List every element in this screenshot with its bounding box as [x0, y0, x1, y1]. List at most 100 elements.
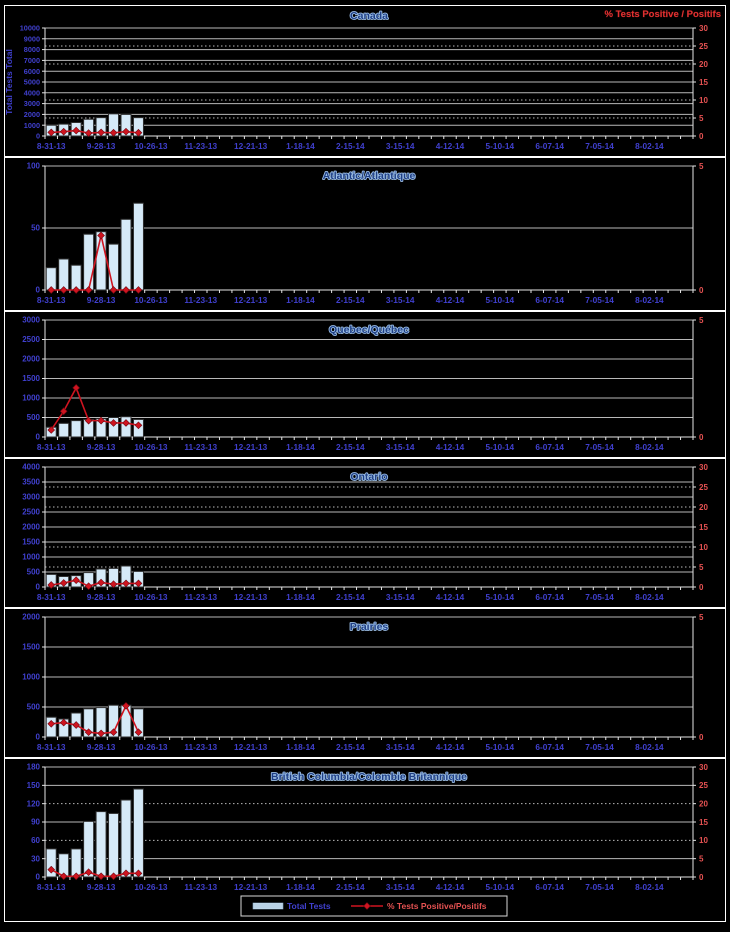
right-tick-label: 5: [699, 316, 704, 325]
x-tick-label: 9-28-13: [87, 882, 116, 892]
x-tick-label: 1-18-14: [286, 592, 315, 602]
gridlines: [45, 319, 693, 418]
legend-diamond-marker: [363, 902, 371, 910]
axes: [42, 319, 696, 440]
x-tick-label: 6-07-14: [535, 882, 564, 892]
left-tick-label: 0: [36, 583, 41, 592]
diamond-marker: [97, 578, 105, 587]
x-tick-label: 4-12-14: [436, 295, 465, 305]
panel-title: Quebec/Québec: [329, 324, 409, 336]
x-axis-labels: 8-31-13 9-28-13 10-26-13 11-23-13 12-21-13 1-…: [37, 442, 664, 452]
diamond-marker: [72, 384, 80, 392]
left-axis-title: Total Tests Total: [5, 49, 14, 115]
bar: [58, 422, 70, 438]
left-tick-label: 10000: [20, 24, 40, 33]
panel-title: Canada: [350, 10, 388, 22]
x-tick-label: 3-15-14: [386, 442, 415, 452]
left-tick-label: 90: [31, 818, 40, 827]
diamond-marker: [134, 286, 143, 294]
bar: [132, 202, 144, 291]
bc-chart: 0 30 60 90 120 150 180 0 5 10 15 20 25 30 8-31-13 9-28-…: [27, 763, 708, 917]
diamond-marker: [59, 579, 68, 587]
right-tick-label: 20: [699, 799, 708, 808]
x-tick-label: 11-23-13: [184, 592, 217, 602]
x-tick-label: 2-15-14: [336, 742, 365, 752]
x-tick-label: 1-18-14: [286, 141, 315, 151]
x-tick-label: 10-26-13: [134, 742, 168, 752]
pct-positive-markers: [47, 126, 143, 137]
right-tick-label: 15: [699, 818, 708, 827]
bar: [70, 420, 82, 438]
right-tick-label: 5: [699, 162, 704, 171]
x-axis-labels: 8-31-13 9-28-13 10-26-13 11-23-13 12-21-13 1-…: [37, 295, 664, 305]
x-tick-label: 4-12-14: [436, 742, 465, 752]
x-tick-label: 11-23-13: [184, 295, 217, 305]
gridlines: [45, 27, 693, 126]
diamond-marker: [84, 868, 93, 877]
x-tick-label: 2-15-14: [336, 882, 365, 892]
x-axis-labels: 8-31-13 9-28-13 10-26-13 11-23-13 12-21-13 1-…: [37, 592, 664, 602]
left-tick-label: 2000: [22, 523, 40, 532]
x-tick-label: 3-15-14: [386, 141, 415, 151]
chart-panel-ontario: 0 500 1000 1500 2000 2500 3000 3500 4000 0 5 10 15 20…: [4, 458, 726, 608]
diamond-marker: [84, 286, 93, 294]
right-tick-label: 0: [699, 132, 704, 141]
x-tick-label: 8-02-14: [635, 592, 664, 602]
chart-panel-bc: 0 30 60 90 120 150 180 0 5 10 15 20 25 30 8-31-13 9-28-…: [4, 758, 726, 922]
diamond-marker: [97, 872, 105, 881]
diamond-marker: [72, 576, 80, 585]
right-axis-labels: 0 5 10 15 20 25 30: [699, 463, 708, 592]
bar: [108, 417, 120, 438]
diamond-marker: [84, 416, 93, 425]
x-tick-label: 11-23-13: [184, 141, 217, 151]
bar: [58, 258, 70, 291]
diamond-marker: [109, 580, 118, 589]
x-tick-label: 8-02-14: [635, 295, 664, 305]
right-axis-labels: 05: [699, 613, 704, 742]
x-tick-label: 9-28-13: [87, 742, 116, 752]
diamond-marker: [59, 718, 68, 727]
x-tick-label: 9-28-13: [87, 592, 116, 602]
right-tick-label: 15: [699, 78, 708, 87]
diamond-marker: [84, 582, 93, 591]
right-tick-label: 25: [699, 483, 708, 492]
pct-positive-markers: [47, 701, 143, 738]
x-tick-label: 6-07-14: [535, 295, 564, 305]
left-tick-label: 1000: [22, 673, 40, 682]
x-tick-label: 7-05-14: [585, 295, 614, 305]
x-tick-label: 3-15-14: [386, 295, 415, 305]
ontario-chart: 0 500 1000 1500 2000 2500 3000 3500 4000 0 5 10 15 20…: [22, 463, 708, 602]
diamond-marker: [72, 721, 80, 729]
left-tick-label: 1500: [22, 374, 40, 383]
x-tick-label: 4-12-14: [436, 442, 465, 452]
left-axis-labels: 0 500 1000 1500 2000 2500 3000: [22, 316, 40, 442]
panel-title: Prairies: [350, 621, 389, 633]
x-tick-label: 8-31-13: [37, 295, 66, 305]
x-tick-label: 9-28-13: [87, 141, 116, 151]
gridlines: [45, 466, 693, 573]
right-tick-label: 5: [699, 114, 704, 123]
bar: [120, 799, 132, 878]
x-tick-label: 5-10-14: [486, 141, 515, 151]
bar: [95, 231, 107, 291]
legend-line-label: % Tests Positive/Positifs: [387, 901, 487, 911]
x-tick-label: 8-31-13: [37, 742, 66, 752]
diamond-marker: [134, 728, 143, 737]
diamond-marker: [109, 728, 118, 737]
right-tick-label: 5: [699, 563, 704, 572]
axes: [42, 766, 696, 880]
axes: [42, 466, 696, 590]
left-tick-label: 2000: [22, 355, 40, 364]
left-tick-label: 500: [27, 703, 41, 712]
x-tick-label: 5-10-14: [486, 882, 515, 892]
x-tick-label: 12-21-13: [234, 295, 268, 305]
bar: [120, 416, 132, 438]
diamond-marker: [47, 581, 56, 589]
right-axis-labels: 05: [699, 162, 704, 295]
diamond-marker: [84, 728, 93, 737]
x-tick-label: 2-15-14: [336, 442, 365, 452]
x-tick-label: 1-18-14: [286, 742, 315, 752]
left-tick-label: 0: [36, 873, 41, 882]
